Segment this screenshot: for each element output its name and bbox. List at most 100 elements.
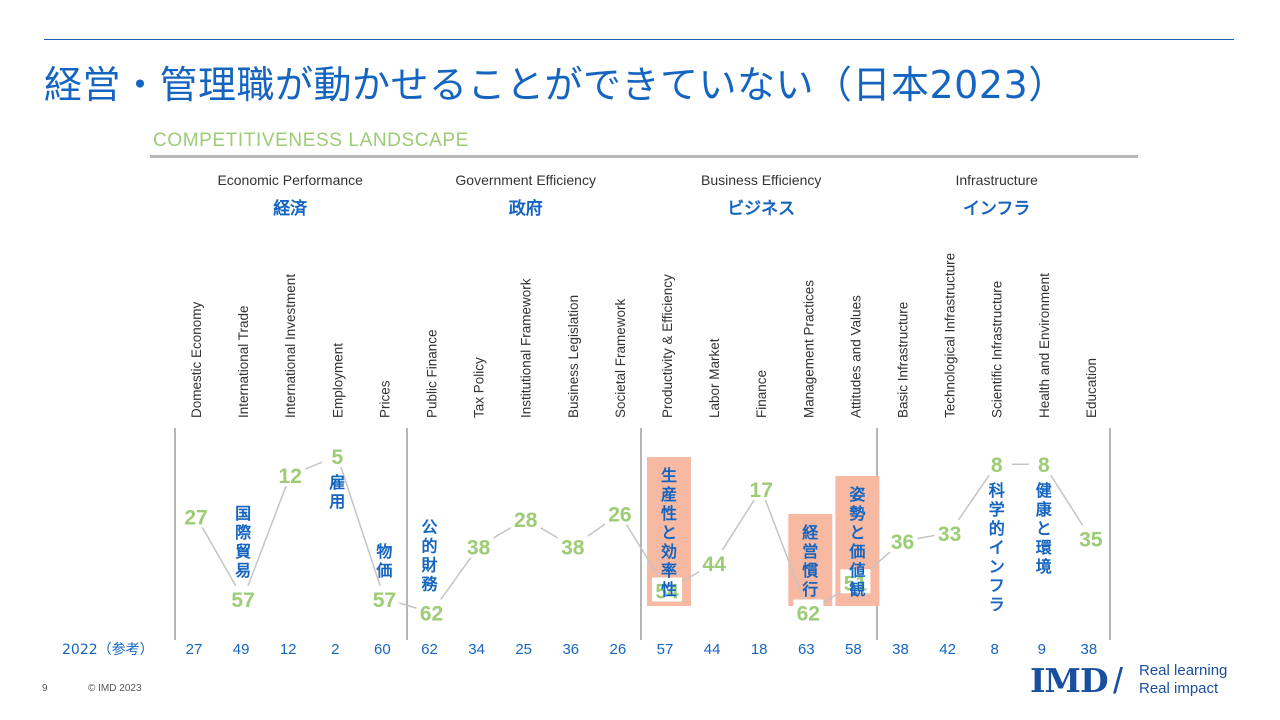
prev-rank-2: 12: [280, 641, 297, 658]
group-header-ja-2: ビジネス: [727, 199, 795, 219]
rank-label-bg-10: [652, 577, 682, 602]
rank-label-bg-15: [887, 528, 918, 553]
category-label-19: Education: [1084, 358, 1099, 418]
category-label-8: Business Legislation: [566, 295, 581, 418]
rank-label-bg-9: [604, 500, 635, 525]
annotation-8: 健康と環境: [1036, 481, 1053, 576]
prev-rank-13: 63: [798, 641, 815, 658]
rank-label-bg-8: [557, 533, 588, 558]
annotation-7: 科学的インフラ: [989, 481, 1005, 614]
rank-label-bg-3: [322, 442, 353, 467]
category-label-3: Employment: [330, 343, 345, 418]
tagline-line-1: Real learning: [1139, 662, 1228, 679]
rank-value-11: 44: [702, 553, 726, 576]
rank-label-bg-14: [840, 569, 871, 594]
rank-value-0: 27: [184, 506, 207, 529]
rank-value-15: 36: [891, 531, 914, 554]
category-label-5: Public Finance: [425, 329, 440, 418]
rank-value-18: 8: [1038, 454, 1050, 477]
rank-value-8: 38: [561, 537, 585, 560]
category-label-17: Scientific Infrastructure: [990, 281, 1005, 418]
prev-rank-18: 9: [1038, 641, 1046, 658]
category-label-2: International Investment: [283, 274, 298, 418]
category-label-18: Health and Environment: [1037, 273, 1052, 418]
prev-rank-19: 38: [1081, 641, 1098, 658]
prev-rank-16: 42: [939, 641, 956, 658]
landscape-rule: [150, 155, 1138, 158]
group-header-1: Government Efficiency: [455, 172, 596, 188]
rank-value-4: 57: [373, 589, 396, 612]
rank-label-bg-2: [275, 462, 306, 487]
rank-label-bg-13: [793, 599, 824, 624]
rank-value-12: 17: [750, 479, 773, 502]
group-header-2: Business Efficiency: [701, 172, 821, 188]
annotation-5: 経営慣行: [801, 523, 819, 599]
category-label-9: Societal Framework: [613, 298, 628, 418]
rank-value-16: 33: [938, 523, 961, 546]
prev-rank-9: 26: [610, 641, 627, 658]
annotation-3: 公的財務: [421, 518, 438, 594]
prev-rank-17: 8: [991, 641, 999, 658]
rank-label-bg-11: [699, 550, 730, 575]
rank-value-17: 8: [991, 454, 1003, 477]
category-label-16: Technological Infrastructure: [943, 253, 958, 418]
group-header-ja-1: 政府: [509, 198, 543, 219]
rank-label-bg-17: [981, 451, 1012, 476]
category-label-15: Basic Infrastructure: [896, 302, 911, 418]
highlight-box-5: [788, 514, 833, 606]
rank-value-13: 62: [797, 603, 820, 626]
category-label-11: Labor Market: [707, 338, 722, 418]
slide-title: 経営・管理職が動かせることができていない（日本2023）: [44, 63, 1067, 107]
group-header-ja-3: インフラ: [963, 199, 1031, 219]
rank-label-bg-7: [510, 506, 541, 531]
rank-value-3: 5: [331, 446, 343, 469]
category-label-1: International Trade: [236, 305, 251, 418]
category-label-13: Management Practices: [801, 280, 816, 418]
rank-label-bg-4: [369, 585, 400, 610]
rank-label-bg-5: [416, 599, 447, 624]
rank-value-14: 51: [844, 572, 868, 595]
annotation-4: 生産性と効率性: [661, 466, 677, 599]
prev-rank-4: 60: [374, 641, 391, 658]
rank-label-bg-0: [181, 503, 211, 528]
rank-value-6: 38: [467, 537, 491, 560]
prev-rank-7: 25: [515, 641, 532, 658]
rank-value-1: 57: [231, 589, 254, 612]
prev-year-label: 2022（参考）: [62, 641, 154, 658]
prev-rank-1: 49: [233, 641, 250, 658]
title-rule: [44, 39, 1234, 40]
group-header-ja-0: 経済: [273, 198, 308, 219]
prev-rank-12: 18: [751, 641, 768, 658]
rank-label-bg-16: [934, 519, 965, 544]
group-header-0: Economic Performance: [217, 172, 363, 188]
rank-value-5: 62: [420, 603, 443, 626]
category-label-7: Institutional Framework: [519, 278, 534, 418]
prev-rank-15: 38: [892, 641, 909, 658]
annotation-1: 雇用: [329, 473, 345, 511]
rank-label-bg-19: [1075, 525, 1106, 550]
category-label-12: Finance: [754, 370, 769, 418]
page-number: 9: [42, 683, 48, 694]
category-label-4: Prices: [377, 380, 392, 418]
group-header-3: Infrastructure: [955, 172, 1038, 188]
rank-label-bg-6: [463, 533, 494, 558]
imd-logo: IMD: [1030, 661, 1109, 700]
category-label-10: Productivity & Efficiency: [660, 274, 675, 418]
category-label-0: Domestic Economy: [189, 301, 204, 418]
rank-value-2: 12: [279, 465, 302, 488]
prev-rank-8: 36: [562, 641, 579, 658]
rank-label-bg-1: [228, 585, 259, 610]
prev-rank-0: 27: [186, 641, 203, 658]
rank-value-19: 35: [1079, 528, 1103, 551]
prev-rank-5: 62: [421, 641, 438, 658]
annotation-6: 姿勢と価値観: [848, 485, 865, 599]
rank-label-bg-12: [746, 475, 777, 500]
rank-value-10: 54: [655, 581, 679, 604]
rank-value-9: 26: [608, 504, 631, 527]
tagline-line-2: Real impact: [1139, 680, 1219, 697]
category-label-14: Attitudes and Values: [848, 295, 863, 418]
prev-rank-10: 57: [657, 641, 674, 658]
rank-value-7: 28: [514, 509, 538, 532]
prev-rank-6: 34: [468, 641, 485, 658]
